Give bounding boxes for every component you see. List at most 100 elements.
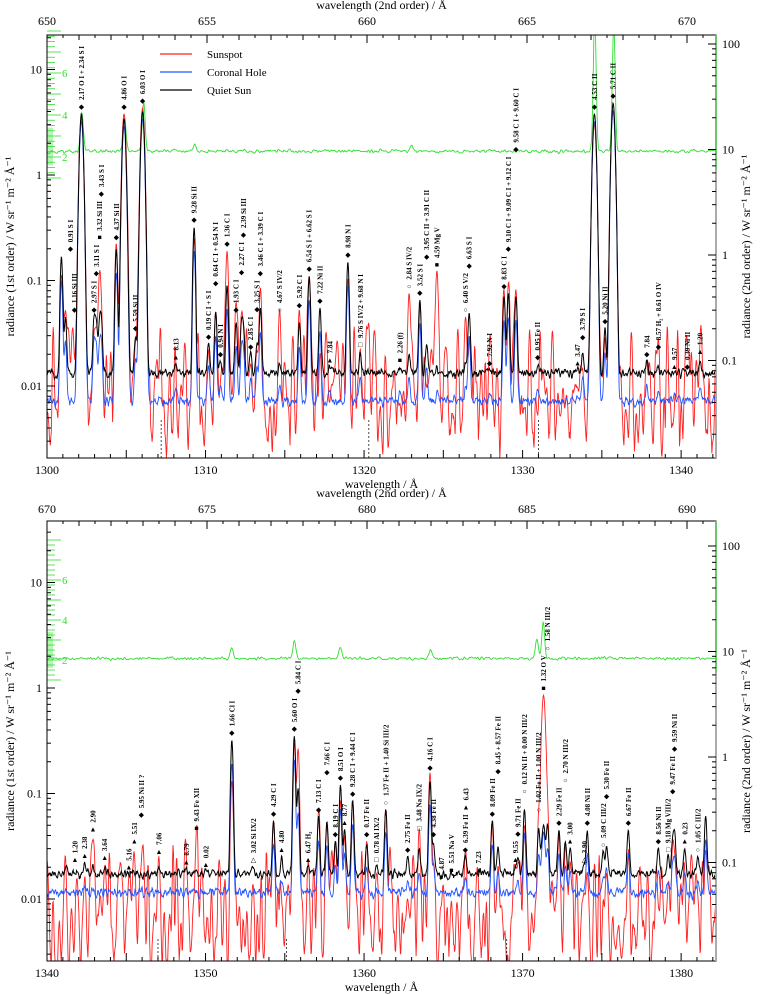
line-marker-diamond-icon: ◆	[685, 363, 691, 371]
line-label: 6.03 O I	[139, 70, 147, 94]
line-marker-circle-icon: ○	[522, 787, 526, 795]
y2-tick-label: 10	[722, 645, 734, 659]
line-label: 2.70 N III/2	[562, 739, 570, 774]
quiet-sun-series-line	[47, 736, 716, 881]
x2-tick-label: 655	[198, 14, 216, 28]
line-label: 6.63 S I	[466, 236, 474, 259]
line-marker-diamond-icon: ◆	[626, 819, 632, 827]
x-tick-label: 1350	[194, 966, 218, 980]
line-marker-diamond-icon: ◆	[140, 97, 146, 105]
line-marker-diamond-icon: ◆	[602, 318, 608, 326]
line-label: 9.10 C I + 9.09 C I + 9.12 C I	[505, 156, 513, 242]
y-tick-label: 0.1	[27, 274, 42, 288]
y-tick-label: 0.01	[21, 379, 42, 393]
ratio-tick-label: 4	[62, 615, 68, 627]
line-marker-diamond-icon: ◆	[213, 280, 219, 288]
line-marker-triangle-icon: ▲	[475, 866, 482, 874]
legend: Sunspot Coronal Hole Quiet Sun	[160, 49, 267, 97]
line-marker-square-icon: ■	[435, 261, 439, 269]
line-label: 1.05 C III/2	[694, 808, 702, 843]
y2-axis-title: radiance (2nd order) / W sr⁻¹ m⁻² Å⁻¹	[739, 649, 753, 833]
line-labels: 0.91 S I ◆ 1.16 Si III ◆ 2.17 O I + 2.34 S I…	[67, 46, 705, 371]
line-marker-diamond-icon: ◆	[466, 262, 472, 270]
line-label: 7.92 N I	[486, 333, 494, 357]
line-marker-diamond-icon: ◆	[91, 306, 97, 314]
line-marker-diamond-icon: ◆	[206, 333, 212, 341]
sunspot-series-line	[47, 106, 716, 458]
line-marker-open-square-icon: □	[417, 824, 422, 832]
line-marker-diamond-icon: ◆	[79, 103, 85, 111]
x2-axis-title: wavelength (2nd order) / Å	[316, 486, 447, 500]
line-marker-diamond-icon: ◆	[99, 190, 105, 198]
line-label: 4.37 Si II	[113, 203, 121, 230]
line-label: 4.53 C II	[591, 73, 599, 100]
line-label: 8.83 C I	[501, 256, 509, 280]
line-label: 3.79 S I	[579, 308, 587, 331]
line-marker-diamond-icon: ◆	[610, 92, 616, 100]
line-label: 0.12 Ni II + 0.00 N III/2	[521, 714, 529, 785]
line-marker-triangle-icon: ▲	[697, 348, 704, 356]
line-label: 2.29 Fe II	[555, 787, 563, 816]
line-marker-diamond-icon: ◆	[317, 297, 323, 305]
line-marker-diamond-icon: ◆	[592, 103, 598, 111]
line-label: 9.71 Fe II	[514, 798, 522, 827]
line-label: 3.47	[574, 344, 582, 357]
line-label: 9.28 Si II	[191, 186, 199, 213]
line-marker-diamond-icon: ◆	[405, 846, 411, 854]
line-marker-diamond-icon: ◆	[535, 353, 541, 361]
line-label: 8.57 H₂ + 8.61 O IV	[655, 282, 663, 340]
line-marker-diamond-icon: ◆	[515, 830, 521, 838]
y2-tick-label: 1	[722, 248, 728, 262]
line-marker-diamond-icon: ◆	[656, 838, 662, 846]
line-label: 7.22 Ni II	[316, 265, 324, 293]
line-marker-diamond-icon: ◆	[333, 831, 339, 839]
line-label: 1.36 C I	[224, 213, 232, 237]
line-marker-circle-icon: ○	[537, 806, 541, 814]
line-label: 3.48 Na IX/2	[416, 783, 424, 821]
line-label: 5.84 C I	[295, 660, 303, 684]
y-tick-label: 10	[30, 576, 42, 590]
line-marker-circle-icon: ○	[601, 841, 605, 849]
line-marker-diamond-icon: ◆	[324, 768, 330, 776]
line-label: 0.39 Ni II	[684, 332, 692, 360]
line-marker-diamond-icon: ◆	[254, 306, 260, 314]
line-marker-diamond-icon: ◆	[338, 774, 344, 782]
line-label: 4.87	[438, 857, 446, 870]
line-marker-diamond-icon: ◆	[316, 806, 322, 814]
x-tick-label: 1380	[669, 966, 693, 980]
line-label: 8.19 C I	[332, 804, 340, 828]
line-label: 1.93 C I	[233, 279, 241, 303]
line-label: 6.43	[462, 788, 470, 801]
line-label: 2.26 (f)	[396, 332, 404, 354]
line-marker-diamond-icon: ◆	[604, 792, 610, 800]
line-label: 3.95 C II + 3.91 C II	[423, 190, 431, 250]
y-tick-label: 10	[30, 63, 42, 77]
line-marker-diamond-icon: ◆	[114, 233, 120, 241]
line-marker-triangle-icon: ▲	[326, 356, 333, 364]
ratio-tick-label: 6	[62, 575, 68, 587]
x-tick-label: 1340	[35, 966, 59, 980]
line-label: 0.64 C I + 0.54 N I	[212, 222, 220, 277]
line-marker-open-square-icon: □	[358, 341, 363, 349]
line-label: 0.19 C I + S I	[205, 290, 213, 330]
line-marker-diamond-icon: ◆	[345, 251, 351, 259]
ratio-tick-label: 2	[62, 655, 68, 667]
line-label: 0.91 S I	[67, 220, 75, 243]
ratio-tick-label: 2	[62, 152, 68, 164]
x-tick-label: 1360	[352, 966, 376, 980]
x-axis-title: wavelength / Å	[345, 980, 419, 994]
line-label: 5.95 Ni II ?	[138, 774, 146, 808]
line-label: 6.54 S I + 6.62 S I	[306, 210, 314, 262]
x2-tick-label: 685	[518, 502, 536, 516]
line-label: 2.97 S I	[91, 280, 99, 303]
spectra	[47, 620, 716, 961]
line-label: 7.13 C I	[315, 779, 323, 803]
line-marker-triangle-icon: ▲	[305, 856, 312, 864]
line-label: 7.84	[643, 335, 651, 348]
line-label: 5.20 Ni II	[602, 286, 610, 314]
sunspot-series-line	[47, 693, 716, 961]
line-label: 7.66 C I	[323, 742, 331, 766]
line-label: 1.16 Si III	[71, 273, 79, 303]
line-label: 9.58 C I + 9.60 C I	[512, 88, 520, 143]
x2-tick-label: 665	[518, 14, 536, 28]
